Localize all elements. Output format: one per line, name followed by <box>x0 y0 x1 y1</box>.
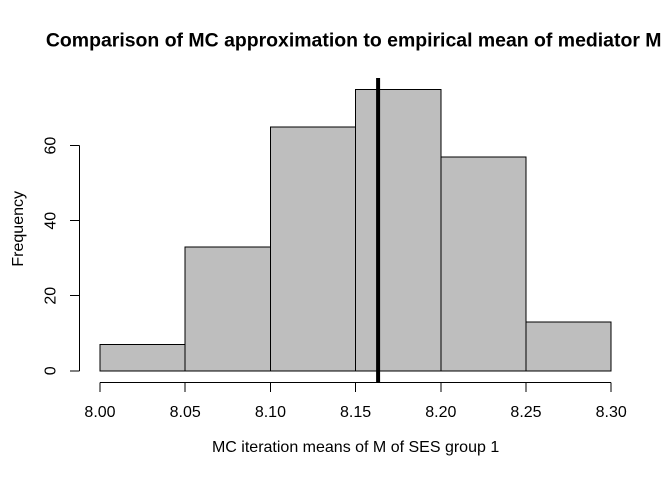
svg-text:Frequency: Frequency <box>10 191 27 267</box>
svg-text:Comparison of MC approximation: Comparison of MC approximation to empiri… <box>46 30 662 52</box>
svg-text:8.30: 8.30 <box>596 404 627 421</box>
svg-text:8.05: 8.05 <box>170 404 201 421</box>
svg-text:8.00: 8.00 <box>84 404 115 421</box>
svg-text:MC iteration means of M of SES: MC iteration means of M of SES group 1 <box>212 439 499 456</box>
svg-text:60: 60 <box>42 137 59 155</box>
svg-text:0: 0 <box>42 366 59 375</box>
svg-text:8.25: 8.25 <box>510 404 541 421</box>
svg-text:40: 40 <box>42 212 59 230</box>
svg-text:8.10: 8.10 <box>255 404 286 421</box>
svg-text:8.15: 8.15 <box>340 404 371 421</box>
svg-text:8.20: 8.20 <box>425 404 456 421</box>
svg-text:20: 20 <box>42 287 59 305</box>
